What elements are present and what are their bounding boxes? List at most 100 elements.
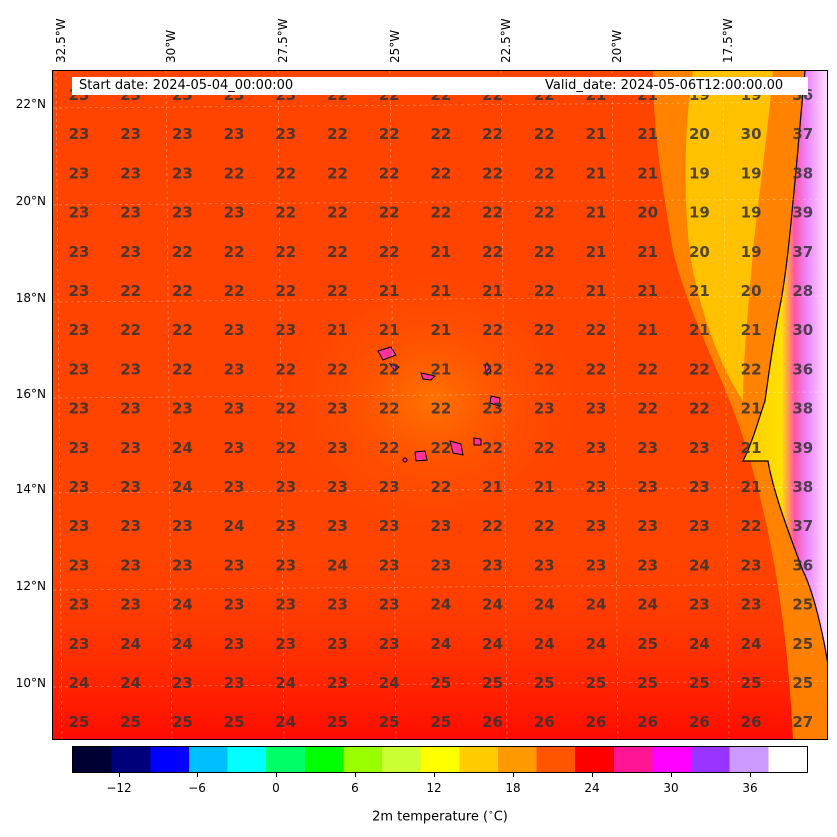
temperature-value: 27 xyxy=(792,713,813,731)
temperature-value: 23 xyxy=(69,556,90,574)
temperature-value: 24 xyxy=(120,635,141,653)
map-panel: 23 23 23 23 23 22 22 22 22 22 21 21 19 19 36 23 23 23 23 23… xyxy=(52,70,828,740)
temperature-value: 22 xyxy=(224,164,245,182)
temperature-value: 24 xyxy=(379,674,400,692)
temperature-value: 22 xyxy=(430,400,451,418)
temperature-value: 23 xyxy=(637,478,658,496)
temperature-value: 22 xyxy=(430,125,451,143)
temperature-value: 23 xyxy=(69,360,90,378)
colorbar-label: 18 xyxy=(505,781,521,795)
temperature-value: 22 xyxy=(172,282,193,300)
temperature-value: 21 xyxy=(327,321,348,339)
temperature-value: 23 xyxy=(637,439,658,457)
temperature-value: 22 xyxy=(379,164,400,182)
temperature-value: 22 xyxy=(379,204,400,222)
temperature-value: 23 xyxy=(120,439,141,457)
temperature-value: 23 xyxy=(327,400,348,418)
temperature-value: 21 xyxy=(689,282,710,300)
temperature-value: 24 xyxy=(637,596,658,614)
temperature-value: 22 xyxy=(275,360,296,378)
temperature-value: 39 xyxy=(792,204,813,222)
temperature-value: 26 xyxy=(689,713,710,731)
temperature-value: 23 xyxy=(69,596,90,614)
colorbar-tick xyxy=(671,773,672,777)
temperature-value: 20 xyxy=(741,282,762,300)
temperature-value: 24 xyxy=(430,635,451,653)
temperature-value: 22 xyxy=(327,360,348,378)
temperature-value: 23 xyxy=(379,596,400,614)
lat-label-6: 10°N xyxy=(15,676,46,690)
temperature-value: 23 xyxy=(224,478,245,496)
temperature-value: 22 xyxy=(224,243,245,261)
temperature-value: 22 xyxy=(534,360,555,378)
temperature-value: 23 xyxy=(120,400,141,418)
temperature-value: 21 xyxy=(689,321,710,339)
temperature-value: 22 xyxy=(534,204,555,222)
temperature-value: 30 xyxy=(741,125,762,143)
temperature-value: 22 xyxy=(637,360,658,378)
temperature-value: 28 xyxy=(792,282,813,300)
temperature-value: 24 xyxy=(741,635,762,653)
temperature-value: 24 xyxy=(172,439,193,457)
temperature-value: 30 xyxy=(792,321,813,339)
temperature-value: 25 xyxy=(586,674,607,692)
temperature-value: 25 xyxy=(327,713,348,731)
temperature-value: 23 xyxy=(275,635,296,653)
meridian-line xyxy=(55,71,63,739)
temperature-value: 25 xyxy=(430,713,451,731)
temperature-value: 22 xyxy=(534,439,555,457)
temperature-value: 23 xyxy=(120,204,141,222)
lat-label-5: 12°N xyxy=(15,579,46,593)
temperature-value: 21 xyxy=(741,400,762,418)
temperature-value: 22 xyxy=(482,164,503,182)
temperature-value: 26 xyxy=(637,713,658,731)
temperature-value: 23 xyxy=(741,596,762,614)
temperature-value: 23 xyxy=(224,360,245,378)
temperature-value: 23 xyxy=(586,478,607,496)
graticule xyxy=(53,71,827,739)
temperature-value: 23 xyxy=(172,674,193,692)
temperature-value: 22 xyxy=(430,164,451,182)
lat-label-4: 14°N xyxy=(15,482,46,496)
temperature-value: 23 xyxy=(224,204,245,222)
temperature-value: 21 xyxy=(637,164,658,182)
temperature-value: 22 xyxy=(172,243,193,261)
temperature-value: 24 xyxy=(482,635,503,653)
temperature-value: 23 xyxy=(172,400,193,418)
temperature-value: 22 xyxy=(275,243,296,261)
temperature-value: 21 xyxy=(430,282,451,300)
meridian-line xyxy=(277,71,285,739)
temperature-value: 23 xyxy=(224,556,245,574)
southern-warm-band xyxy=(53,551,827,739)
temperature-value: 21 xyxy=(637,243,658,261)
cape-verde-islands xyxy=(377,346,501,463)
temperature-value: 20 xyxy=(689,243,710,261)
temperature-value: 24 xyxy=(689,556,710,574)
temperature-values: 23 23 23 23 23 22 22 22 22 22 21 21 19 19 36 23 23 23 23 23… xyxy=(69,86,814,731)
lat-label-3: 16°N xyxy=(15,387,46,401)
temperature-value: 23 xyxy=(224,321,245,339)
temperature-value: 22 xyxy=(534,164,555,182)
lat-label-0: 22°N xyxy=(15,97,46,111)
temperature-value: 37 xyxy=(792,243,813,261)
colorbar-label: −12 xyxy=(106,781,132,795)
temperature-value: 23 xyxy=(379,478,400,496)
temperature-value: 23 xyxy=(120,478,141,496)
temperature-value: 26 xyxy=(534,713,555,731)
temperature-value: 23 xyxy=(689,596,710,614)
temperature-value: 22 xyxy=(275,439,296,457)
temperature-value: 22 xyxy=(586,321,607,339)
temperature-value: 23 xyxy=(379,635,400,653)
temperature-value: 25 xyxy=(172,713,193,731)
temperature-value: 23 xyxy=(224,439,245,457)
temperature-value: 21 xyxy=(586,125,607,143)
temperature-value: 23 xyxy=(586,439,607,457)
temperature-value: 21 xyxy=(586,243,607,261)
lat-label-2: 18°N xyxy=(15,291,46,305)
temperature-value: 19 xyxy=(741,164,762,182)
temperature-value: 24 xyxy=(586,635,607,653)
temperature-value: 23 xyxy=(172,517,193,535)
temperature-value: 22 xyxy=(741,360,762,378)
temperature-value: 22 xyxy=(379,360,400,378)
colorbar xyxy=(72,746,808,773)
